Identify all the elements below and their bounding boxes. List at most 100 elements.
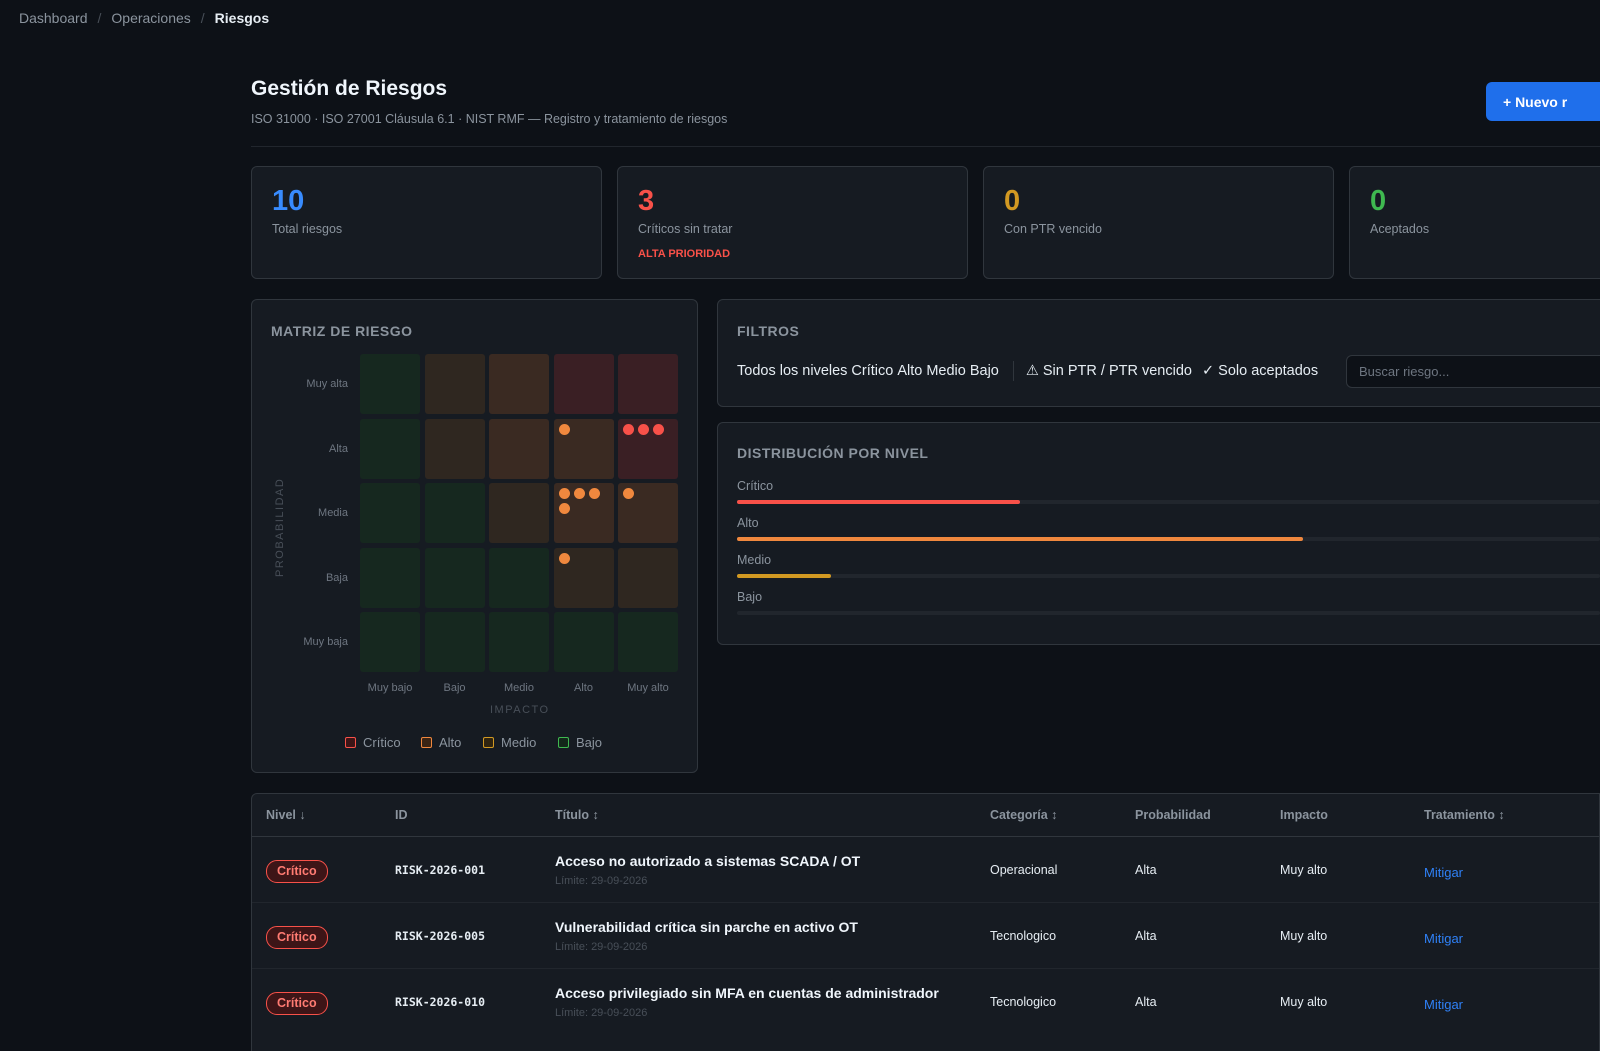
breadcrumb: Dashboard / Operaciones / Riesgos bbox=[19, 10, 269, 26]
filters-panel: FILTROS bbox=[717, 299, 1600, 407]
matrix-cell-bajo[interactable] bbox=[489, 612, 549, 672]
risk-probability: Alta bbox=[1135, 929, 1157, 943]
matrix-cell-bajo[interactable] bbox=[360, 483, 420, 543]
probability-label: Alta bbox=[329, 442, 348, 455]
risk-category: Tecnologico bbox=[990, 929, 1057, 943]
risk-dot[interactable] bbox=[558, 552, 570, 564]
risk-limit: Límite: 29-09-2026 bbox=[555, 875, 648, 887]
probability-label: Media bbox=[318, 507, 348, 519]
risk-title[interactable]: Vulnerabilidad crítica sin parche en act… bbox=[555, 919, 858, 935]
treatment-link[interactable]: Mitigar bbox=[1424, 997, 1464, 1012]
search-input[interactable] bbox=[1346, 355, 1600, 388]
risk-dot[interactable] bbox=[558, 423, 570, 435]
col-header-titulo[interactable]: Título ↕ bbox=[555, 808, 599, 822]
page-title: Gestión de Riesgos bbox=[251, 77, 448, 100]
new-risk-button[interactable]: + Nuevo r bbox=[1486, 82, 1600, 121]
table-row[interactable]: Crítico RISK-2026-010 Acceso privilegiad… bbox=[252, 969, 1599, 1035]
matrix-cell-alto[interactable] bbox=[489, 418, 549, 479]
matrix-cell-medio[interactable] bbox=[489, 483, 549, 543]
treatment-link[interactable]: Mitigar bbox=[1424, 931, 1464, 946]
distribution-label: Medio bbox=[737, 553, 772, 567]
treatment-link[interactable]: Mitigar bbox=[1424, 865, 1464, 880]
risk-dot[interactable] bbox=[558, 488, 570, 499]
matrix-cell-medio[interactable] bbox=[618, 547, 678, 608]
filter-accepted-toggle[interactable]: ✓ Solo aceptados bbox=[1201, 363, 1319, 379]
matrix-cell-alto[interactable] bbox=[489, 354, 549, 414]
risk-dot[interactable] bbox=[558, 503, 570, 514]
col-header-categoria[interactable]: Categoría ↕ bbox=[990, 808, 1058, 822]
risk-title[interactable]: Acceso no autorizado a sistemas SCADA / … bbox=[555, 853, 861, 869]
breadcrumb-operaciones[interactable]: Operaciones bbox=[111, 10, 191, 26]
table-row[interactable]: Crítico RISK-2026-001 Acceso no autoriza… bbox=[252, 837, 1599, 903]
legend-label: Alto bbox=[439, 735, 462, 750]
col-header-tratamiento[interactable]: Tratamiento ↕ bbox=[1424, 808, 1505, 822]
level-badge: Crítico bbox=[266, 992, 328, 1015]
risk-impact: Muy alto bbox=[1280, 929, 1328, 943]
legend-item-bajo: Bajo bbox=[558, 735, 602, 750]
stat-card-ptr-expired: 0 Con PTR vencido bbox=[983, 166, 1334, 279]
legend-swatch bbox=[483, 737, 494, 748]
legend-swatch bbox=[558, 737, 569, 748]
filter-critico[interactable]: Crítico bbox=[851, 363, 894, 379]
filter-alto[interactable]: Alto bbox=[897, 363, 923, 379]
matrix-cell-bajo[interactable] bbox=[553, 612, 614, 672]
legend-item-critico: Crítico bbox=[345, 735, 401, 750]
filter-medio[interactable]: Medio bbox=[926, 363, 966, 379]
stat-value: 10 bbox=[272, 185, 305, 217]
filter-bajo[interactable]: Bajo bbox=[969, 363, 999, 379]
matrix-cell-bajo[interactable] bbox=[360, 354, 420, 414]
breadcrumb-separator: / bbox=[200, 10, 205, 26]
impact-label: Bajo bbox=[443, 682, 466, 694]
matrix-cell-bajo[interactable] bbox=[424, 612, 485, 672]
risk-dot[interactable] bbox=[653, 423, 664, 435]
col-header-nivel[interactable]: Nivel ↓ bbox=[266, 808, 306, 822]
matrix-cell-critico[interactable] bbox=[553, 354, 614, 414]
risk-dot[interactable] bbox=[623, 423, 634, 435]
col-header-id: ID bbox=[395, 808, 408, 822]
legend-swatch bbox=[421, 737, 432, 748]
risk-category: Operacional bbox=[990, 863, 1058, 877]
stat-card-accepted: 0 Aceptados bbox=[1349, 166, 1600, 279]
probability-label: Muy baja bbox=[303, 636, 348, 648]
filters-row: Todos los niveles Crítico Alto Medio Baj… bbox=[737, 361, 1322, 381]
distribution-track bbox=[737, 574, 1600, 578]
page-subtitle: ISO 31000 · ISO 27001 Cláusula 6.1 · NIS… bbox=[251, 112, 728, 126]
table-row[interactable]: Crítico RISK-2026-005 Vulnerabilidad crí… bbox=[252, 903, 1599, 969]
risk-title[interactable]: Acceso privilegiado sin MFA en cuentas d… bbox=[555, 985, 939, 1001]
stat-card-total: 10 Total riesgos bbox=[251, 166, 602, 279]
breadcrumb-separator: / bbox=[97, 10, 102, 26]
matrix-cell-medio[interactable] bbox=[424, 418, 485, 479]
breadcrumb-dashboard[interactable]: Dashboard bbox=[19, 10, 88, 26]
matrix-cell-bajo[interactable] bbox=[489, 547, 549, 608]
stat-label: Total riesgos bbox=[272, 222, 343, 236]
distribution-label: Alto bbox=[737, 516, 759, 530]
distribution-bar-fill bbox=[737, 537, 1303, 541]
risk-impact: Muy alto bbox=[1280, 863, 1328, 877]
risk-impact: Muy alto bbox=[1280, 995, 1328, 1009]
risk-dot[interactable] bbox=[588, 488, 600, 499]
matrix-cell-critico[interactable] bbox=[618, 354, 678, 414]
distribution-panel: DISTRIBUCIÓN POR NIVEL bbox=[717, 422, 1600, 645]
stat-value: 0 bbox=[1004, 185, 1021, 217]
matrix-cell-bajo[interactable] bbox=[360, 547, 420, 608]
filter-no-ptr-toggle[interactable]: ⚠ Sin PTR / PTR vencido bbox=[1025, 363, 1192, 379]
distribution-label: Crítico bbox=[737, 479, 774, 493]
risk-dot[interactable] bbox=[623, 488, 634, 499]
risk-probability: Alta bbox=[1135, 863, 1157, 877]
legend-item-alto: Alto bbox=[421, 735, 461, 750]
risk-dot[interactable] bbox=[638, 423, 649, 435]
risk-dot[interactable] bbox=[573, 488, 585, 499]
distribution-bar-fill bbox=[737, 500, 1020, 504]
filter-all-levels[interactable]: Todos los niveles bbox=[737, 363, 848, 379]
matrix-cell-bajo[interactable] bbox=[424, 547, 485, 608]
filter-divider bbox=[1012, 361, 1014, 381]
stat-label: Críticos sin tratar bbox=[638, 222, 733, 236]
matrix-cell-medio[interactable] bbox=[424, 354, 485, 414]
matrix-cell-bajo[interactable] bbox=[424, 483, 485, 543]
impact-label: Muy alto bbox=[627, 682, 669, 694]
matrix-cell-bajo[interactable] bbox=[618, 612, 678, 672]
matrix-cell-bajo[interactable] bbox=[360, 418, 420, 479]
matrix-cell-bajo[interactable] bbox=[360, 612, 420, 672]
risk-probability: Alta bbox=[1135, 995, 1157, 1009]
distribution-track bbox=[737, 611, 1600, 615]
